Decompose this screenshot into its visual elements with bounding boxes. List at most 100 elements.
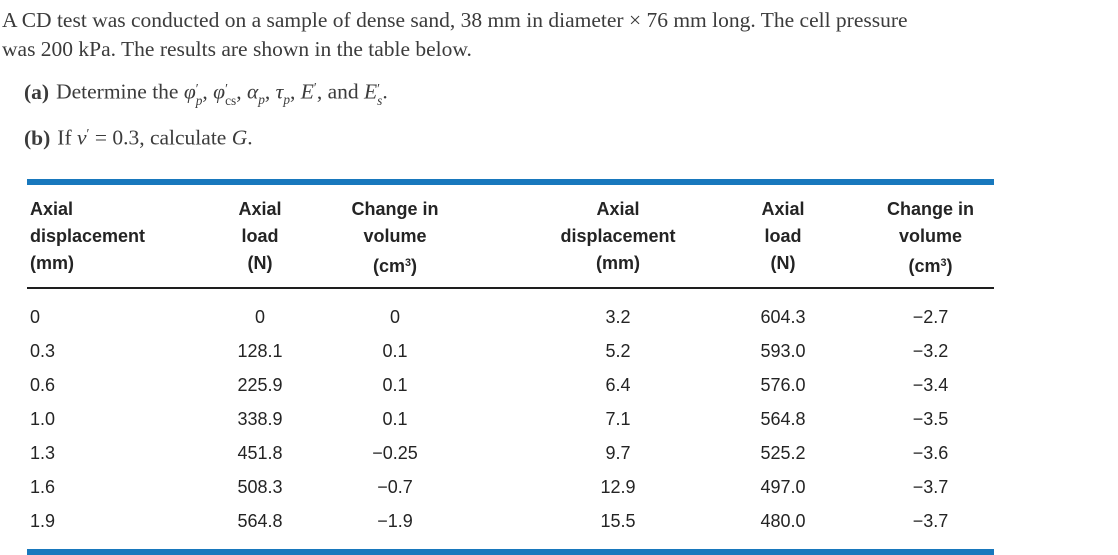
table-cell: 6.4 bbox=[605, 375, 631, 396]
subscript-p: p bbox=[283, 91, 291, 107]
table-cell: 604.3 bbox=[760, 307, 806, 328]
separator: , and bbox=[316, 79, 365, 104]
table-cell: 3.2 bbox=[605, 307, 631, 328]
col-header-axial-load-left: Axial load (N) bbox=[195, 184, 325, 289]
tau-symbol: τ bbox=[275, 79, 284, 104]
header-line: (cm bbox=[908, 255, 941, 276]
subscript-p: p bbox=[258, 91, 265, 107]
column-gap bbox=[465, 184, 537, 289]
prime-mark: ′ bbox=[195, 80, 199, 96]
cubed-superscript: 3 bbox=[405, 256, 412, 269]
header-line: Axial bbox=[238, 198, 282, 219]
subscript-p: p bbox=[195, 93, 203, 109]
table-cell: 0 bbox=[254, 307, 265, 328]
table-cell: 0 bbox=[389, 307, 400, 328]
col-header-axial-displacement-left: Axial displacement (mm) bbox=[27, 184, 195, 289]
table-cell: 9.7 bbox=[605, 443, 631, 464]
header-line: Change in bbox=[886, 198, 974, 219]
modulus-es-symbol: E bbox=[364, 79, 378, 104]
table-cell: −0.25 bbox=[372, 443, 418, 464]
shear-modulus-g-symbol: G bbox=[231, 125, 248, 150]
header-line: load bbox=[764, 225, 802, 246]
statement-line-1: A CD test was conducted on a sample of d… bbox=[2, 8, 908, 32]
table-cell: 0.1 bbox=[382, 409, 408, 430]
table-cell: −3.5 bbox=[912, 409, 949, 430]
table-header: Axial displacement (mm) Axial load (N) C… bbox=[27, 184, 994, 289]
table-body: 0 0 0 3.2 604.3 −2.7 0.3 128.1 0.1 5.2 593.0 −3.2 0.… bbox=[27, 288, 994, 539]
column-gap bbox=[465, 403, 537, 437]
table-row: 1.6 508.3 −0.7 12.9 497.0 −3.7 bbox=[27, 471, 994, 505]
period: . bbox=[382, 79, 388, 104]
part-a-label: (a) bbox=[24, 79, 50, 104]
header-line: volume bbox=[898, 225, 963, 246]
table-cell: 564.8 bbox=[237, 511, 283, 532]
phi-symbol: φ bbox=[213, 79, 226, 104]
part-a: (a) Determine the φ ′ p, φ ′ cs, αp, τp, E′, … bbox=[24, 73, 1118, 115]
header-line: Axial bbox=[30, 198, 74, 219]
table-cell: 497.0 bbox=[760, 477, 806, 498]
part-b: (b) If ν′ = 0.3, calculate G. bbox=[24, 119, 1118, 153]
header-line: (mm) bbox=[596, 252, 640, 273]
header-row: Axial displacement (mm) Axial load (N) C… bbox=[27, 184, 994, 289]
table-cell: 7.1 bbox=[605, 409, 631, 430]
table-cell: −1.9 bbox=[377, 511, 413, 532]
table-cell: 525.2 bbox=[760, 443, 806, 464]
table-cell: −2.7 bbox=[912, 307, 949, 328]
header-line: displacement bbox=[560, 225, 676, 246]
e-s-scripts: ′ s bbox=[377, 82, 382, 108]
column-gap bbox=[465, 335, 537, 369]
col-header-change-in-volume-right: Change in volume (cm3) bbox=[867, 184, 994, 289]
table-cell: 1.6 bbox=[30, 477, 56, 498]
separator: , bbox=[264, 79, 276, 104]
table-cell: 1.0 bbox=[30, 409, 56, 430]
table-row: 0 0 0 3.2 604.3 −2.7 bbox=[27, 288, 994, 335]
table-cell: 15.5 bbox=[600, 511, 636, 532]
table-cell: −3.4 bbox=[912, 375, 949, 396]
problem-statement: A CD test was conducted on a sample of d… bbox=[2, 6, 1118, 64]
statement-line-2: was 200 kPa. The results are shown in th… bbox=[2, 37, 472, 61]
table-cell: 576.0 bbox=[760, 375, 806, 396]
col-header-axial-load-right: Axial load (N) bbox=[699, 184, 867, 289]
column-gap bbox=[465, 437, 537, 471]
table-row: 1.9 564.8 −1.9 15.5 480.0 −3.7 bbox=[27, 505, 994, 539]
period: . bbox=[247, 125, 253, 150]
header-line: Change in bbox=[351, 198, 439, 219]
table-cell: −3.2 bbox=[912, 341, 949, 362]
table-cell: −3.6 bbox=[912, 443, 949, 464]
table-cell: 12.9 bbox=[600, 477, 636, 498]
part-b-label: (b) bbox=[24, 125, 51, 150]
subscript-cs: cs bbox=[225, 93, 237, 109]
table-cell: 338.9 bbox=[237, 409, 283, 430]
header-line: Axial bbox=[761, 198, 805, 219]
header-line: (cm bbox=[372, 255, 405, 276]
table-cell: −3.7 bbox=[912, 477, 949, 498]
column-gap bbox=[465, 369, 537, 403]
table-cell: 1.3 bbox=[30, 443, 56, 464]
header-line: load bbox=[241, 225, 279, 246]
phi-cs-scripts: ′ cs bbox=[225, 82, 237, 109]
table-cell: 564.8 bbox=[760, 409, 806, 430]
column-gap bbox=[465, 471, 537, 505]
table-row: 1.0 338.9 0.1 7.1 564.8 −3.5 bbox=[27, 403, 994, 437]
part-b-pre: If bbox=[57, 125, 77, 150]
header-line: displacement bbox=[30, 225, 146, 246]
part-a-lead: Determine the bbox=[56, 79, 184, 104]
header-line: (N) bbox=[247, 252, 273, 273]
separator: , bbox=[236, 79, 247, 104]
header-line: Axial bbox=[596, 198, 640, 219]
results-table: Axial displacement (mm) Axial load (N) C… bbox=[27, 178, 994, 555]
cubed-superscript: 3 bbox=[940, 256, 947, 269]
header-line: ) bbox=[946, 255, 953, 276]
table-cell: 0.6 bbox=[30, 375, 56, 396]
table-cell: 0.1 bbox=[382, 341, 408, 362]
table-cell: −3.7 bbox=[912, 511, 949, 532]
table-cell: 508.3 bbox=[237, 477, 283, 498]
phi-symbol: φ bbox=[183, 79, 196, 104]
prime-mark: ′ bbox=[313, 80, 317, 95]
data-table: Axial displacement (mm) Axial load (N) C… bbox=[27, 184, 994, 539]
modulus-e-symbol: E bbox=[300, 79, 314, 104]
table-cell: 0.1 bbox=[382, 375, 408, 396]
table-cell: 1.9 bbox=[30, 511, 56, 532]
table-cell: 593.0 bbox=[760, 341, 806, 362]
header-line: ) bbox=[411, 255, 418, 276]
